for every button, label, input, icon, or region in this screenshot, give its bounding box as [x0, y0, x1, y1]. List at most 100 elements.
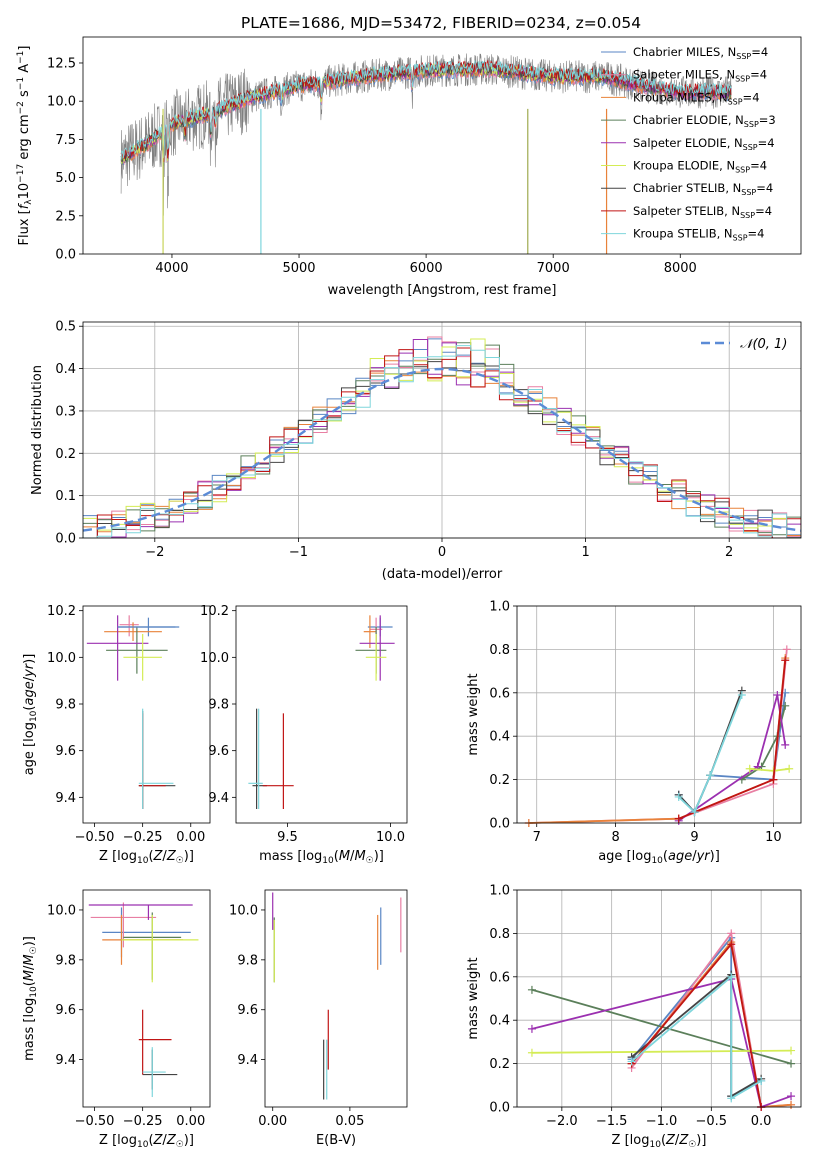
y-tick-label: 9.6	[237, 1003, 258, 1018]
histogram-8	[83, 345, 801, 538]
x-tick-label: 0	[438, 545, 446, 560]
y-tick-label: 0.4	[489, 730, 510, 745]
legend-label: Kroupa STELIB, NSSP=4	[633, 227, 765, 243]
weight-marker	[787, 1092, 796, 1101]
x-tick-label: −2.0	[546, 1114, 578, 1129]
y-tick-label: 9.8	[55, 698, 76, 713]
x-tick-label: 2	[725, 545, 733, 560]
spectrum-lines	[120, 53, 732, 254]
legend-label: Chabrier ELODIE, NSSP=3	[633, 113, 776, 129]
weight-marker	[727, 972, 736, 981]
x-tick-label: −0.25	[123, 830, 163, 845]
y-tick-label: 0.0	[55, 532, 76, 547]
x-axis-label: Z [log10(Z/Z☉)]	[99, 849, 194, 866]
weight-marker	[781, 656, 790, 665]
y-tick-label: 0.3	[55, 404, 76, 419]
weight-marker	[627, 1057, 636, 1066]
weight-marker	[527, 985, 536, 994]
axes-residuals: −2 −1 0 1 2 0.0 0.1 0.2 0.3 0.4 0.5 𝒩(0, 1) (data-mo…	[30, 320, 801, 582]
x-tick-label: −0.50	[75, 1114, 115, 1129]
weight-marker	[757, 1076, 766, 1085]
x-axis-label: (data-model)/error	[382, 567, 503, 582]
legend-label: Kroupa MILES, NSSP=4	[633, 90, 760, 106]
y-tick-label: 10.0	[200, 651, 229, 666]
axes-mass_vs_Z: −0.50 −0.25 0.00 9.4 9.6 9.8 10.0 Z [log10(Z/Z☉…	[22, 902, 205, 1150]
x-tick-label: 9	[690, 830, 698, 845]
y-tick-label: 0.2	[489, 1057, 510, 1072]
y-tick-label: 9.6	[55, 744, 76, 759]
y-tick-label: 0.0	[55, 248, 76, 263]
errorbars-age_vs_Z	[86, 615, 180, 809]
y-axis-label: mass weight	[466, 673, 481, 755]
y-tick-label: 10.2	[200, 604, 229, 619]
weight-marker	[727, 929, 736, 938]
histogram-steps	[83, 336, 801, 538]
x-tick-label: 7000	[537, 261, 570, 276]
x-axis-label: Z [log10(Z/Z☉)]	[612, 1133, 707, 1150]
age_vs_mass-frame	[235, 605, 408, 824]
y-axis-label: mass [log10(M/M☉)]	[22, 936, 39, 1061]
x-tick-label: 10.0	[376, 830, 405, 845]
y-tick-label: 0.1	[55, 489, 76, 504]
y-tick-label: 10.0	[47, 95, 76, 110]
legend-label: Chabrier MILES, NSSP=4	[633, 45, 768, 61]
weight-lines-weight_vs_Z	[527, 929, 796, 1111]
x-tick-label: −1.0	[646, 1114, 678, 1129]
axes-weight_vs_Z: −2.0 −1.5 −1.0 −0.5 0.0 0.0 0.2 0.4 0.6 0.8 1.0 mas…	[466, 884, 801, 1150]
y-tick-label: 9.4	[55, 791, 76, 806]
x-tick-label: 7	[533, 830, 541, 845]
x-tick-label: 6000	[410, 261, 443, 276]
y-tick-label: 0.6	[489, 686, 510, 701]
weight-marker	[787, 1046, 796, 1055]
weight-lines-weight_vs_age	[524, 645, 794, 827]
y-tick-label: 0.2	[489, 773, 510, 788]
y-tick-label: 0.4	[489, 1014, 510, 1029]
weight-marker	[782, 645, 791, 654]
x-tick-label: 0.00	[176, 1114, 205, 1129]
model-spectrum-8	[120, 59, 732, 160]
y-tick-label: 9.4	[208, 791, 229, 806]
weight_vs_age-frame	[516, 605, 802, 824]
y-tick-label: 0.5	[55, 320, 76, 335]
weight-marker	[787, 1059, 796, 1068]
legend-label: Chabrier STELIB, NSSP=4	[633, 181, 773, 197]
x-tick-label: 8000	[664, 261, 697, 276]
weight-marker	[690, 808, 699, 817]
weight-marker	[527, 1024, 536, 1033]
x-tick-label: 10	[765, 830, 782, 845]
x-tick-label: −0.5	[696, 1114, 728, 1129]
residuals-frame	[82, 321, 802, 539]
y-tick-label: 9.8	[55, 953, 76, 968]
weight-marker	[787, 1100, 796, 1109]
mass_vs_ebv-frame	[264, 889, 408, 1108]
x-tick-label: 8	[611, 830, 619, 845]
legend-label: Salpeter MILES, NSSP=4	[633, 68, 767, 84]
x-tick-label: 0.0	[751, 1114, 772, 1129]
spectrum-legend: Chabrier MILES, NSSP=4 Salpeter MILES, NS…	[601, 45, 776, 243]
errorbars-age_vs_mass	[248, 615, 395, 809]
y-tick-label: 9.8	[208, 698, 229, 713]
weight-marker	[674, 814, 683, 823]
y-tick-label: 9.4	[55, 1053, 76, 1068]
axes-mass_vs_ebv: 0.00 0.05 9.4 9.6 9.8 10.0 E(B-V)	[229, 892, 402, 1148]
x-tick-label: −0.25	[123, 1114, 163, 1129]
weight-line-4	[531, 977, 792, 1109]
weight-marker	[527, 1048, 536, 1057]
weight-line-6	[678, 690, 743, 814]
axes-spectrum: 4000 5000 6000 7000 8000 0.0 2.5 5.0 7.5 10.0 12.5…	[16, 45, 776, 298]
x-tick-label: 1	[581, 545, 589, 560]
y-axis-label: age [log10(age/yr)]	[22, 654, 39, 776]
errorbars-mass_vs_Z	[88, 902, 199, 1098]
x-axis-label: Z [log10(Z/Z☉)]	[99, 1133, 194, 1150]
x-axis-label: wavelength [Angstrom, rest frame]	[328, 283, 557, 298]
weight-marker	[727, 1094, 736, 1103]
y-tick-label: 1.0	[489, 600, 510, 615]
weight-marker	[769, 775, 778, 784]
figure-title: PLATE=1686, MJD=53472, FIBERID=0234, z=0…	[241, 14, 641, 32]
y-tick-label: 10.2	[47, 604, 76, 619]
normal-reference-curve	[83, 367, 801, 532]
legend-label: Salpeter STELIB, NSSP=4	[633, 204, 772, 220]
weight-line-2	[528, 658, 787, 824]
y-tick-label: 0.6	[489, 970, 510, 985]
